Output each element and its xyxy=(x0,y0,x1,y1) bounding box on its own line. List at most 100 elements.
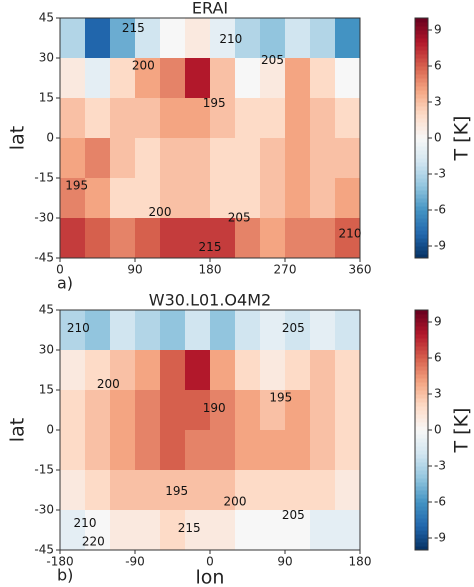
heat-cell xyxy=(135,310,161,351)
heat-cell xyxy=(235,18,261,59)
colorbar-step xyxy=(415,154,428,159)
y-axis-label: lat xyxy=(7,126,29,150)
y-tick-label: -15 xyxy=(34,463,54,477)
colorbar-tick-label: 6 xyxy=(434,351,442,365)
heat-cell xyxy=(235,510,261,551)
colorbar-step xyxy=(415,198,428,203)
heat-cell xyxy=(185,218,211,259)
heat-cell xyxy=(210,350,236,391)
heat-cell xyxy=(310,218,336,259)
heat-cell xyxy=(210,18,236,59)
heat-cell xyxy=(185,310,211,351)
colorbar-step xyxy=(415,46,428,51)
heat-cell xyxy=(160,218,186,259)
heat-cell xyxy=(185,430,211,471)
heat-cell xyxy=(260,510,286,551)
heat-cell xyxy=(85,98,111,139)
heat-cell xyxy=(235,138,261,179)
colorbar-step xyxy=(415,346,428,351)
colorbar-step xyxy=(415,498,428,503)
y-tick-label: -15 xyxy=(34,171,54,185)
heat-cell xyxy=(110,310,136,351)
heat-cell xyxy=(85,138,111,179)
chart-title: ERAI xyxy=(192,0,228,18)
heat-cell xyxy=(310,98,336,139)
colorbar-step xyxy=(415,174,428,179)
heat-cell xyxy=(210,430,236,471)
colorbar-step xyxy=(415,146,428,151)
colorbar-step xyxy=(415,318,428,323)
heat-cell xyxy=(85,58,111,99)
colorbar-step xyxy=(415,398,428,403)
heat-cell xyxy=(160,470,186,511)
y-tick-label: -30 xyxy=(34,211,54,225)
heat-cell xyxy=(235,310,261,351)
colorbar-step xyxy=(415,74,428,79)
heat-cell xyxy=(285,98,311,139)
colorbar-step xyxy=(415,382,428,387)
heat-cell xyxy=(260,430,286,471)
colorbar-step xyxy=(415,386,428,391)
colorbar-tick-label: -9 xyxy=(434,531,446,545)
contour-label: 205 xyxy=(282,321,305,335)
heat-cell xyxy=(235,430,261,471)
colorbar-step xyxy=(415,22,428,27)
colorbar-step xyxy=(415,242,428,247)
heat-cell xyxy=(135,430,161,471)
colorbar-step xyxy=(415,34,428,39)
colorbar-step xyxy=(415,58,428,63)
y-tick-label: 0 xyxy=(46,423,54,437)
heat-cell xyxy=(60,58,86,99)
colorbar-step xyxy=(415,150,428,155)
colorbar-step xyxy=(415,342,428,347)
heat-cell xyxy=(310,470,336,511)
colorbar-step xyxy=(415,546,428,551)
heat-cell xyxy=(85,430,111,471)
colorbar-step xyxy=(415,26,428,31)
colorbar-step xyxy=(415,114,428,119)
colorbar-step xyxy=(415,190,428,195)
heat-cell xyxy=(110,18,136,59)
contour-label: 220 xyxy=(82,535,105,549)
colorbar-step xyxy=(415,130,428,135)
heat-cell xyxy=(310,18,336,59)
colorbar-tick-label: 3 xyxy=(434,95,442,109)
x-tick-label: 270 xyxy=(274,263,297,277)
colorbar-step xyxy=(415,142,428,147)
colorbar-step xyxy=(415,374,428,379)
colorbar-step xyxy=(415,326,428,331)
colorbar-step xyxy=(415,250,428,255)
heat-cell xyxy=(310,58,336,99)
colorbar-step xyxy=(415,526,428,531)
colorbar-step xyxy=(415,158,428,163)
heat-cell xyxy=(260,390,286,431)
colorbar-step xyxy=(415,370,428,375)
colorbar-step xyxy=(415,446,428,451)
heat-cell xyxy=(160,18,186,59)
colorbar-step xyxy=(415,462,428,467)
y-tick-label: 30 xyxy=(39,51,54,65)
heat-cell xyxy=(285,390,311,431)
heat-cell xyxy=(60,138,86,179)
colorbar-step xyxy=(415,430,428,435)
colorbar-step xyxy=(415,322,428,327)
colorbar-step xyxy=(415,390,428,395)
heat-cell xyxy=(135,470,161,511)
heat-cell xyxy=(110,178,136,219)
heat-cell xyxy=(185,58,211,99)
x-axis-label: lon xyxy=(196,567,225,587)
heat-cell xyxy=(235,470,261,511)
colorbar-step xyxy=(415,66,428,71)
heat-cell xyxy=(335,98,361,139)
heat-cell xyxy=(260,178,286,219)
colorbar-step xyxy=(415,474,428,479)
colorbar-step xyxy=(415,450,428,455)
colorbar-tick-label: -3 xyxy=(434,459,446,473)
heat-cell xyxy=(335,390,361,431)
colorbar-step xyxy=(415,182,428,187)
y-tick-label: 0 xyxy=(46,131,54,145)
heat-cell xyxy=(110,58,136,99)
contour-label: 200 xyxy=(224,495,247,509)
heat-cell xyxy=(60,310,86,351)
colorbar-step xyxy=(415,530,428,535)
